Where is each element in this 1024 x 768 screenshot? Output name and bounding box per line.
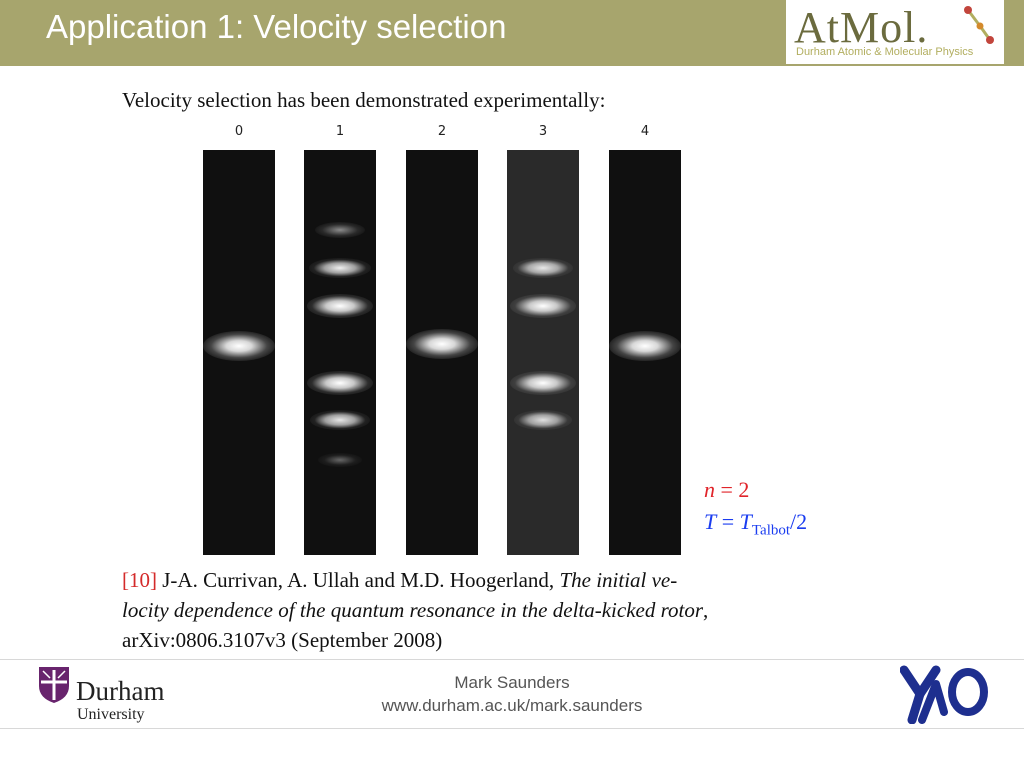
reference-line: locity dependence of the quantum resonan…: [122, 598, 709, 622]
parameter-t: T = TTalbot/2: [704, 509, 808, 539]
footer-divider: [0, 728, 1024, 729]
atom-cloud-spot: [318, 453, 362, 467]
experiment-strip: [507, 150, 579, 555]
atom-cloud-spot: [309, 258, 371, 278]
reference-number: [10]: [122, 568, 157, 592]
atom-cloud-spot: [310, 410, 370, 430]
atom-cloud-spot: [307, 371, 373, 395]
slide-title: Application 1: Velocity selection: [46, 8, 507, 45]
strip-label: 0: [234, 124, 244, 139]
footer-url: www.durham.ac.uk/mark.saunders: [381, 696, 643, 715]
strip-label: 1: [335, 124, 345, 139]
atom-cloud-spot: [513, 258, 573, 278]
atom-cloud-spot: [406, 329, 478, 359]
parameter-n: n = 2: [704, 477, 750, 502]
atmol-logo: AtMol. Durham Atomic & Molecular Physics: [786, 0, 1004, 64]
durham-subtitle: University: [77, 706, 145, 723]
yao-logo: [900, 665, 988, 724]
atmol-logo-subtitle: Durham Atomic & Molecular Physics: [796, 46, 974, 58]
experiment-strip: [609, 150, 681, 555]
atmol-logo-text: AtMol.: [794, 3, 929, 52]
atom-cloud-spot: [203, 331, 275, 361]
strip-label: 3: [538, 124, 548, 139]
strip-label: 2: [437, 124, 447, 139]
header-bar: Application 1: Velocity selection AtMol.…: [0, 0, 1024, 66]
experiment-strip: [304, 150, 376, 555]
reference-line: arXiv:0806.3107v3 (September 2008): [122, 628, 443, 652]
atom-cloud-spot: [510, 294, 576, 318]
atom-cloud-spot: [609, 331, 681, 361]
experiment-strip: [406, 150, 478, 555]
durham-wordmark: Durham: [76, 676, 165, 706]
footer-author: Mark Saunders: [454, 673, 570, 692]
durham-crest-icon: [39, 667, 69, 703]
atom-cloud-spot: [510, 371, 576, 395]
reference-line: [10] J-A. Currivan, A. Ullah and M.D. Ho…: [122, 568, 678, 592]
intro-text: Velocity selection has been demonstrated…: [122, 88, 606, 112]
atom-cloud-spot: [307, 294, 373, 318]
atom-cloud-spot: [315, 222, 365, 238]
molecule-icon: [964, 6, 994, 44]
atom-cloud-spot: [514, 410, 572, 430]
strip-label: 4: [640, 124, 650, 139]
footer-divider: [0, 659, 1024, 660]
experiment-strip: [203, 150, 275, 555]
